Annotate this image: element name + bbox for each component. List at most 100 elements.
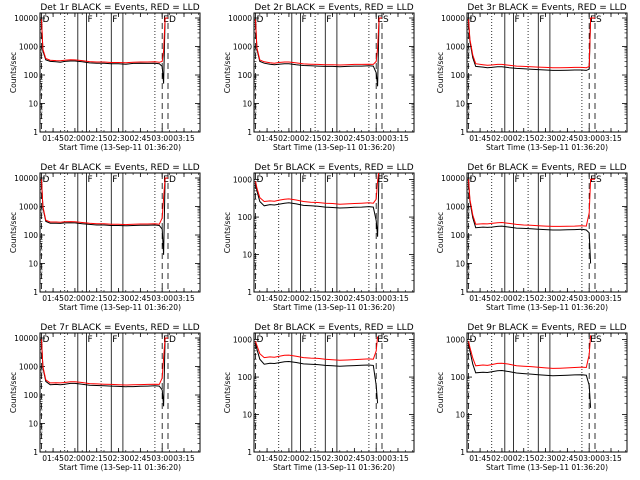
x-tick-label: 03:15 xyxy=(173,294,195,303)
x-axis-label: Start Time (13-Sep-11 01:36:20) xyxy=(59,143,181,152)
series-line-red xyxy=(255,336,379,361)
x-tick-label: 02:30 xyxy=(322,294,344,303)
y-tick-label: 1 xyxy=(247,448,252,457)
series-line-black xyxy=(468,341,592,408)
panel-title: Det 1r BLACK = Events, RED = LLD xyxy=(40,3,199,13)
x-axis-label: Start Time (13-Sep-11 01:36:20) xyxy=(273,303,395,312)
x-tick-label: 02:00 xyxy=(278,134,300,143)
x-tick-label: 02:00 xyxy=(491,294,513,303)
event-label: E xyxy=(163,15,169,25)
y-tick-label: 1 xyxy=(247,128,252,137)
event-label: F xyxy=(112,335,117,345)
series-group xyxy=(255,336,379,404)
event-label: S xyxy=(596,175,602,185)
x-tick-label: 02:45 xyxy=(130,294,152,303)
y-axis-label: Counts/sec xyxy=(436,52,445,93)
event-label: F xyxy=(88,15,93,25)
event-label: D xyxy=(169,15,176,25)
x-tick-label: 02:00 xyxy=(64,134,86,143)
y-tick-label: 1 xyxy=(460,448,465,457)
series-line-red xyxy=(255,173,380,205)
x-tick-label: 02:00 xyxy=(278,454,300,463)
series-line-black xyxy=(255,17,382,87)
plot-frame xyxy=(253,12,415,133)
y-tick-label: 1 xyxy=(247,288,252,297)
x-axis-label: Start Time (13-Sep-11 01:36:20) xyxy=(486,143,608,152)
y-tick-label: 10 xyxy=(242,251,252,260)
y-tick-label: 100 xyxy=(238,71,253,80)
x-tick-label: 02:45 xyxy=(130,134,152,143)
x-tick-label: 02:15 xyxy=(300,454,322,463)
series-group xyxy=(468,178,595,264)
event-label: E xyxy=(590,175,596,185)
y-axis-label: Counts/sec xyxy=(436,212,445,253)
event-label: E xyxy=(163,335,169,345)
y-tick-label: 100 xyxy=(24,391,39,400)
y-tick-label: 10000 xyxy=(441,174,465,183)
x-tick-label: 01:45 xyxy=(469,294,491,303)
panel-title: Det 2r BLACK = Events, RED = LLD xyxy=(254,3,413,13)
plot-frame xyxy=(253,172,415,293)
y-tick-label: 1000 xyxy=(19,203,38,212)
y-tick-label: 10000 xyxy=(14,174,38,183)
x-tick-label: 01:45 xyxy=(42,454,64,463)
x-tick-label: 03:00 xyxy=(365,454,387,463)
y-tick-label: 1000 xyxy=(19,43,38,52)
y-tick-label: 10000 xyxy=(228,14,252,23)
plot-frame xyxy=(253,332,415,453)
series-line-red xyxy=(41,337,168,386)
event-label: E xyxy=(163,175,169,185)
x-tick-label: 03:15 xyxy=(387,454,409,463)
event-label: E xyxy=(590,15,596,25)
y-tick-label: 1000 xyxy=(233,176,252,185)
y-tick-label: 10 xyxy=(28,420,38,429)
series-group xyxy=(255,17,382,87)
series-group xyxy=(41,177,168,255)
x-tick-label: 01:45 xyxy=(469,134,491,143)
event-label: F xyxy=(302,335,307,345)
series-line-black xyxy=(255,173,380,237)
series-line-red xyxy=(255,17,382,66)
x-tick-label: 02:45 xyxy=(344,294,366,303)
x-tick-label: 02:30 xyxy=(108,294,130,303)
event-label: E xyxy=(377,175,383,185)
plot-frame xyxy=(466,332,628,453)
series-line-red xyxy=(468,178,595,227)
panel-4: Det 4r BLACK = Events, RED = LLD 1 10 100 10… xyxy=(9,163,201,312)
x-tick-label: 03:00 xyxy=(151,294,173,303)
event-label: F xyxy=(302,175,307,185)
y-tick-label: 100 xyxy=(238,213,253,222)
x-tick-label: 03:15 xyxy=(173,134,195,143)
event-label: D xyxy=(256,175,263,185)
x-tick-label: 02:45 xyxy=(557,454,579,463)
plot-frame xyxy=(466,12,628,133)
x-tick-label: 03:00 xyxy=(578,294,600,303)
panel-title: Det 6r BLACK = Events, RED = LLD xyxy=(467,163,626,173)
panel-title: Det 4r BLACK = Events, RED = LLD xyxy=(40,163,199,173)
x-tick-label: 01:45 xyxy=(42,134,64,143)
series-line-red xyxy=(41,17,168,64)
event-label: F xyxy=(539,15,544,25)
event-label: E xyxy=(377,335,383,345)
event-label: F xyxy=(302,15,307,25)
event-label: F xyxy=(539,175,544,185)
series-group xyxy=(468,17,595,71)
event-label: S xyxy=(383,15,389,25)
panel-7: Det 7r BLACK = Events, RED = LLD 1 10 100 10… xyxy=(9,323,201,472)
event-label: S xyxy=(596,15,602,25)
x-tick-label: 02:15 xyxy=(86,294,108,303)
x-tick-label: 01:45 xyxy=(469,454,491,463)
series-group xyxy=(255,173,380,237)
x-tick-label: 02:30 xyxy=(535,454,557,463)
plot-frame xyxy=(466,172,628,293)
x-tick-label: 03:00 xyxy=(151,454,173,463)
x-tick-label: 02:30 xyxy=(108,454,130,463)
y-tick-label: 1000 xyxy=(233,336,252,345)
y-tick-label: 100 xyxy=(451,71,466,80)
plot-frame xyxy=(39,172,201,293)
y-axis-label: Counts/sec xyxy=(223,52,232,93)
panel-title: Det 9r BLACK = Events, RED = LLD xyxy=(467,323,626,333)
event-label: D xyxy=(42,15,49,25)
x-tick-label: 01:45 xyxy=(256,454,278,463)
